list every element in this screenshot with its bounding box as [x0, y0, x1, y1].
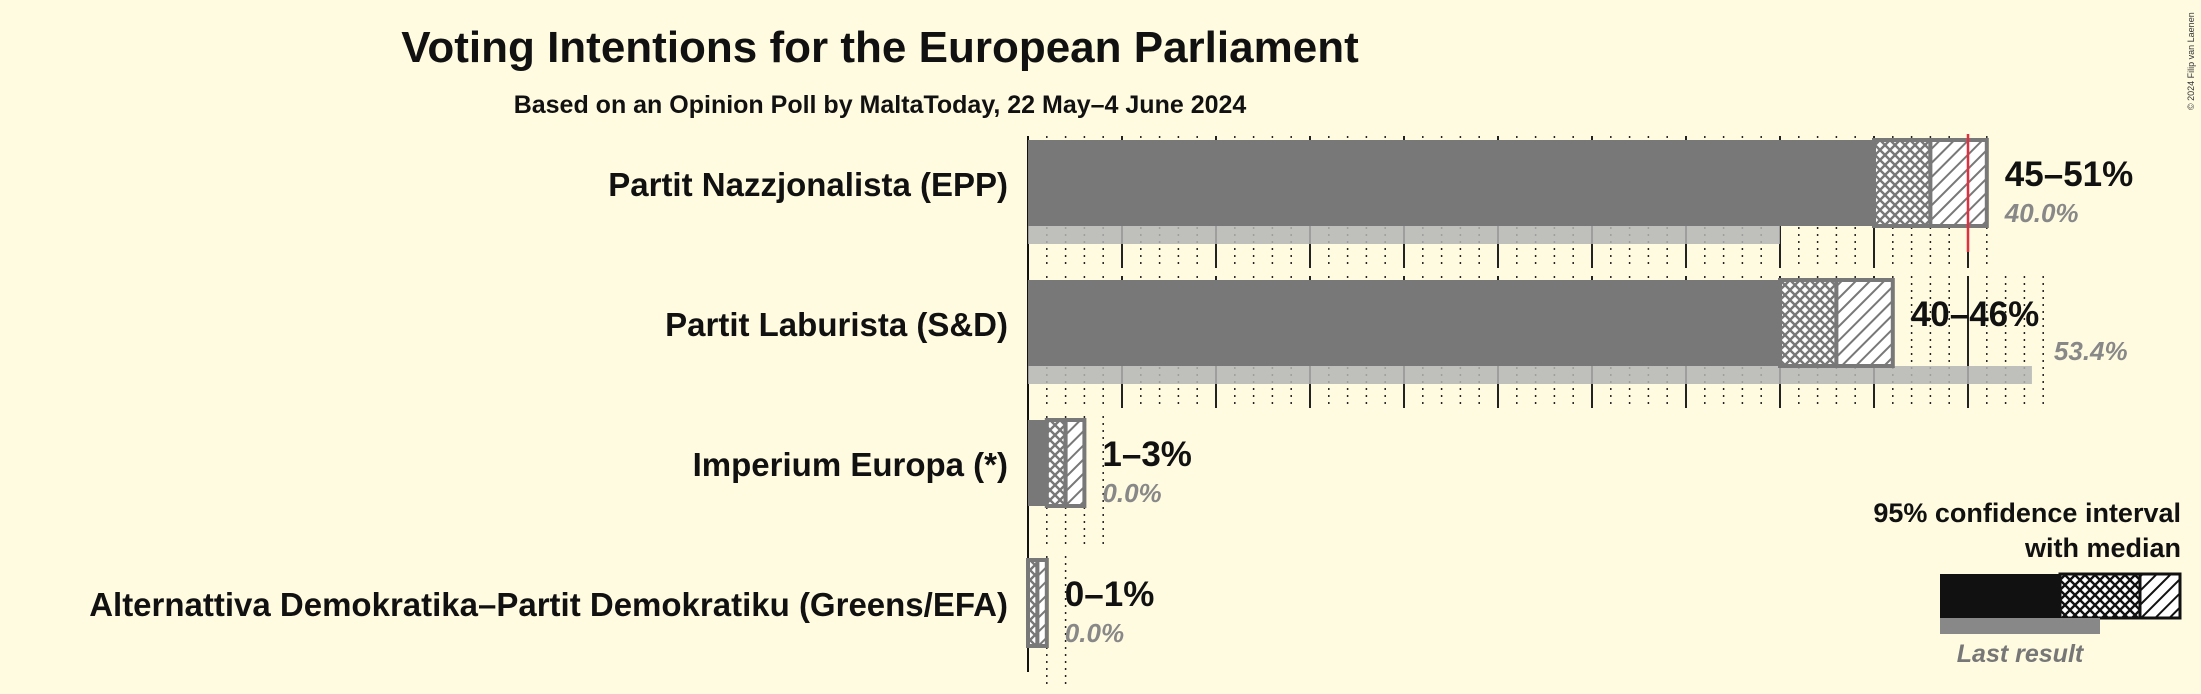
legend-median-swatch — [1940, 574, 2060, 618]
range-label: 40–46% — [1911, 295, 2039, 334]
bar-ci-upper — [1928, 138, 1989, 228]
party-label: Alternattiva Demokratika–Partit Demokrat… — [89, 586, 1008, 623]
last-result-bar — [1028, 366, 2032, 384]
bar-ci-upper — [1063, 418, 1087, 508]
copyright-note: © 2024 Filip van Laenen — [2186, 12, 2196, 110]
bar-solid — [1028, 280, 1780, 366]
bar-ci-lower — [1872, 138, 1933, 228]
bar-ci-upper — [1035, 558, 1049, 648]
legend-last-result-swatch — [1940, 618, 2100, 634]
legend: 95% confidence interval with median Last… — [1873, 498, 2182, 668]
legend-ci-cross-swatch — [2058, 572, 2142, 620]
last-result-label: 0.0% — [1065, 618, 1124, 648]
bar-ci-lower — [1044, 418, 1068, 508]
range-label: 0–1% — [1065, 575, 1155, 614]
range-label: 1–3% — [1102, 435, 1192, 474]
legend-last-result-label: Last result — [1957, 640, 2085, 668]
range-label: 45–51% — [2005, 155, 2133, 194]
bar-ci-upper — [1834, 278, 1895, 368]
last-result-label: 0.0% — [1102, 478, 1161, 508]
bar-rows: Partit Nazzjonalista (EPP) 45–51% 40.0% Par… — [89, 134, 2133, 688]
legend-title-line2: with median — [2024, 533, 2181, 563]
bar-ci-lower — [1778, 278, 1839, 368]
bar-solid — [1028, 140, 1874, 226]
last-result-label: 53.4% — [2054, 336, 2128, 366]
party-label: Partit Laburista (S&D) — [665, 306, 1008, 343]
party-label: Partit Nazzjonalista (EPP) — [608, 166, 1008, 203]
party-label: Imperium Europa (*) — [693, 446, 1008, 483]
chart-title: Voting Intentions for the European Parli… — [401, 23, 1359, 72]
bar-solid — [1028, 420, 1047, 506]
chart-subtitle: Based on an Opinion Poll by MaltaToday, … — [514, 91, 1247, 119]
last-result-bar — [1028, 226, 1780, 244]
legend-title-line1: 95% confidence interval — [1873, 498, 2181, 528]
legend-ci-diag-swatch — [2138, 572, 2182, 620]
last-result-label: 40.0% — [2004, 198, 2079, 228]
